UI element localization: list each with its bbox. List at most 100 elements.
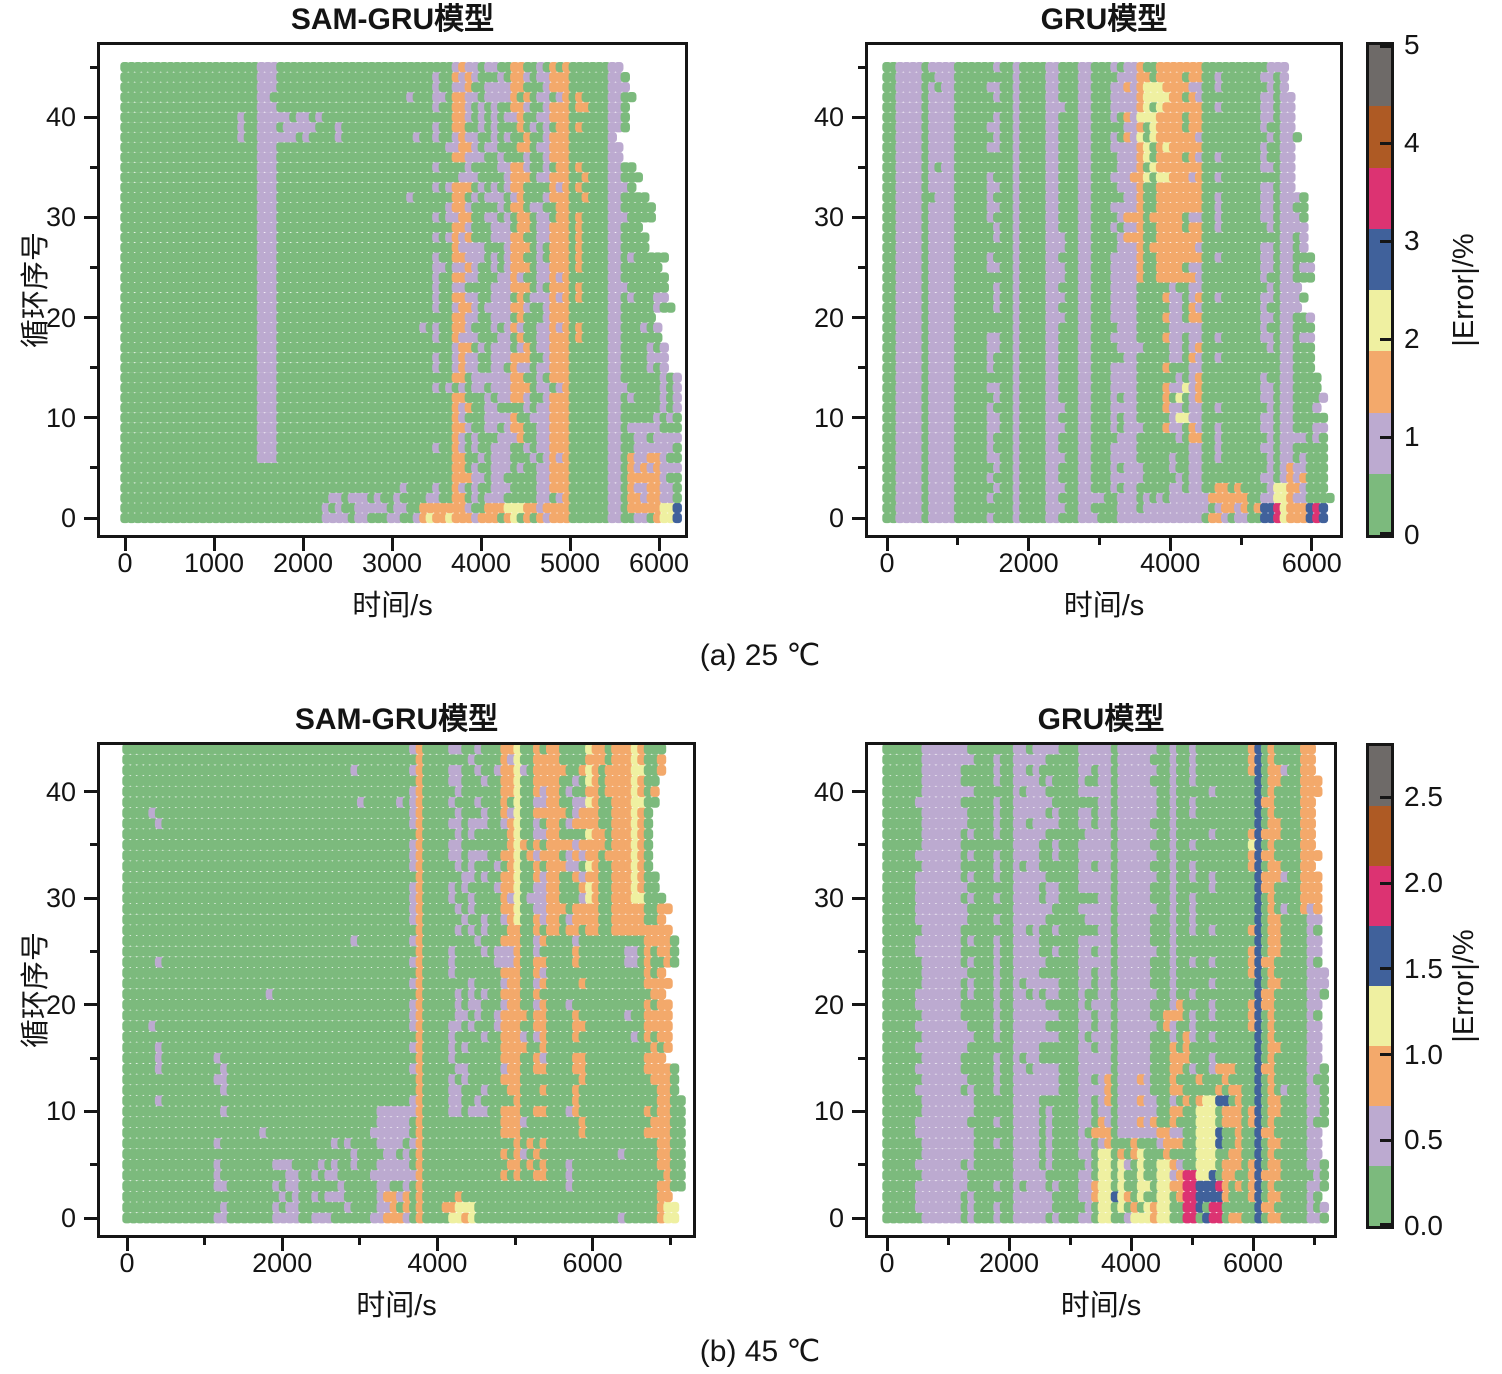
y-minor-tick-a_gru: [858, 366, 865, 370]
y-tick-a_gru: [852, 416, 865, 420]
y-tick-a_gru: [852, 516, 865, 520]
y-minor-tick-a_sam: [90, 65, 97, 69]
caption-b: (b) 45 ℃: [699, 1335, 821, 1368]
x-tick-label-a_gru: 6000: [1281, 548, 1342, 578]
y-tick-b_sam: [84, 790, 97, 794]
y-tick-a_sam: [84, 115, 97, 119]
x-minor-tick-b_sam: [668, 1238, 672, 1245]
y-tick-label-b_sam: 30: [45, 883, 76, 914]
y-minor-tick-b_sam: [90, 1056, 97, 1060]
colorbar-segment-gray: [1369, 44, 1391, 107]
x-tick-a_sam: [390, 538, 394, 551]
colorbar-tick-cbar_b: [1380, 1138, 1391, 1142]
colorbar-segment-yellow: [1369, 985, 1391, 1046]
x-tick-label-b_sam: 0: [119, 1248, 135, 1278]
plot-area-a_gru: [865, 42, 1343, 538]
colorbar-tick-label-cbar_b: 2.0: [1404, 867, 1443, 899]
y-minor-tick-a_gru: [858, 65, 865, 69]
y-tick-label-a_sam: 30: [45, 202, 76, 233]
y-axis-label-a: 循环序号: [20, 232, 52, 349]
x-tick-b_sam: [125, 1238, 129, 1251]
caption-a: (a) 25 ℃: [699, 639, 821, 672]
panel-title-a_gru: GRU模型: [1040, 3, 1168, 36]
plot-area-a_sam: [97, 42, 688, 538]
colorbar-segment-lavender: [1369, 1105, 1391, 1166]
x-tick-label-b_gru: 0: [879, 1248, 895, 1278]
colorbar-segment-brown: [1369, 805, 1391, 866]
y-tick-label-a_gru: 40: [813, 102, 844, 133]
x-tick-label-a_gru: 2000: [998, 548, 1059, 578]
y-tick-a_sam: [84, 215, 97, 219]
x-minor-tick-b_gru: [1312, 1238, 1316, 1245]
x-tick-a_sam: [657, 538, 661, 551]
x-minor-tick-b_gru: [1068, 1238, 1072, 1245]
x-tick-label-b_gru: 2000: [978, 1248, 1040, 1278]
x-minor-tick-b_sam: [203, 1238, 207, 1245]
y-tick-b_gru: [852, 1216, 865, 1220]
colorbar-tick-label-cbar_a: 2: [1404, 323, 1420, 354]
y-minor-tick-b_sam: [90, 843, 97, 847]
x-tick-label-b_sam: 6000: [562, 1248, 623, 1278]
x-minor-tick-b_gru: [1190, 1238, 1194, 1245]
colorbar-segment-blue: [1369, 228, 1391, 290]
x-tick-label-a_gru: 0: [879, 548, 895, 578]
y-tick-label-a_sam: 20: [45, 302, 76, 333]
x-tick-b_gru: [1007, 1238, 1011, 1251]
y-tick-label-b_sam: 0: [60, 1203, 76, 1233]
x-tick-a_sam: [568, 538, 572, 551]
x-minor-tick-b_gru: [946, 1238, 950, 1245]
colorbar-tick-label-cbar_a: 4: [1404, 127, 1420, 158]
x-tick-label-a_sam: 2000: [272, 548, 334, 578]
colorbar-tick-label-cbar_a: 5: [1404, 29, 1420, 60]
panel-title-b_sam: SAM-GRU模型: [294, 703, 499, 736]
y-tick-label-b_gru: 40: [813, 776, 844, 807]
y-tick-b_gru: [852, 896, 865, 900]
x-tick-label-a_sam: 6000: [628, 548, 690, 578]
x-tick-label-b_sam: 4000: [407, 1248, 468, 1278]
colorbar-tick-label-cbar_a: 3: [1404, 225, 1420, 256]
colorbar-axis-label-cbar_b: |Error|/%: [1448, 929, 1480, 1043]
x-minor-tick-a_gru: [1097, 538, 1101, 545]
y-tick-label-b_gru: 20: [813, 989, 844, 1020]
colorbar-tick-cbar_a: [1380, 532, 1391, 535]
colorbar-segment-green: [1369, 1165, 1391, 1226]
x-minor-tick-b_sam: [358, 1238, 362, 1245]
y-tick-b_gru: [852, 1109, 865, 1113]
y-tick-label-a_sam: 40: [45, 102, 76, 133]
y-tick-label-b_sam: 10: [45, 1096, 76, 1127]
colorbar-tick-cbar_b: [1380, 1223, 1391, 1226]
y-tick-a_gru: [852, 215, 865, 219]
y-tick-label-b_gru: 0: [828, 1203, 844, 1233]
y-tick-b_sam: [84, 1003, 97, 1007]
y-tick-a_sam: [84, 416, 97, 420]
x-tick-label-a_gru: 4000: [1140, 548, 1201, 578]
colorbar-segment-gray: [1369, 745, 1391, 806]
x-tick-b_sam: [280, 1238, 284, 1251]
x-minor-tick-a_gru: [956, 538, 960, 545]
x-tick-b_sam: [435, 1238, 439, 1251]
heatmap-canvas-a_gru: [868, 45, 1340, 535]
x-tick-a_sam: [212, 538, 216, 551]
x-tick-b_sam: [591, 1238, 595, 1251]
colorbar-segment-orange: [1369, 350, 1391, 413]
y-tick-label-b_sam: 20: [45, 989, 76, 1020]
colorbar-segment-brown: [1369, 105, 1391, 168]
x-tick-a_sam: [123, 538, 127, 551]
x-tick-a_gru: [1310, 538, 1314, 551]
y-tick-label-b_gru: 10: [813, 1096, 844, 1127]
colorbar-tick-cbar_a: [1380, 337, 1391, 341]
colorbar-tick-cbar_a: [1380, 141, 1391, 145]
y-minor-tick-a_sam: [90, 466, 97, 470]
colorbar-tick-label-cbar_b: 1.0: [1404, 1038, 1443, 1070]
y-minor-tick-b_sam: [90, 950, 97, 953]
y-minor-tick-b_gru: [858, 1056, 865, 1060]
panel-title-a_sam: SAM-GRU模型: [290, 3, 495, 36]
x-tick-label-a_sam: 5000: [539, 548, 601, 578]
x-minor-tick-b_sam: [513, 1238, 517, 1245]
colorbar-tick-label-cbar_b: 0.5: [1404, 1124, 1443, 1156]
x-axis-label-b_sam: 时间/s: [356, 1290, 437, 1322]
colorbar-tick-label-cbar_b: 2.5: [1404, 781, 1443, 813]
colorbar-cbar_b: [1366, 743, 1394, 1229]
heatmap-canvas-a_sam: [100, 45, 685, 535]
